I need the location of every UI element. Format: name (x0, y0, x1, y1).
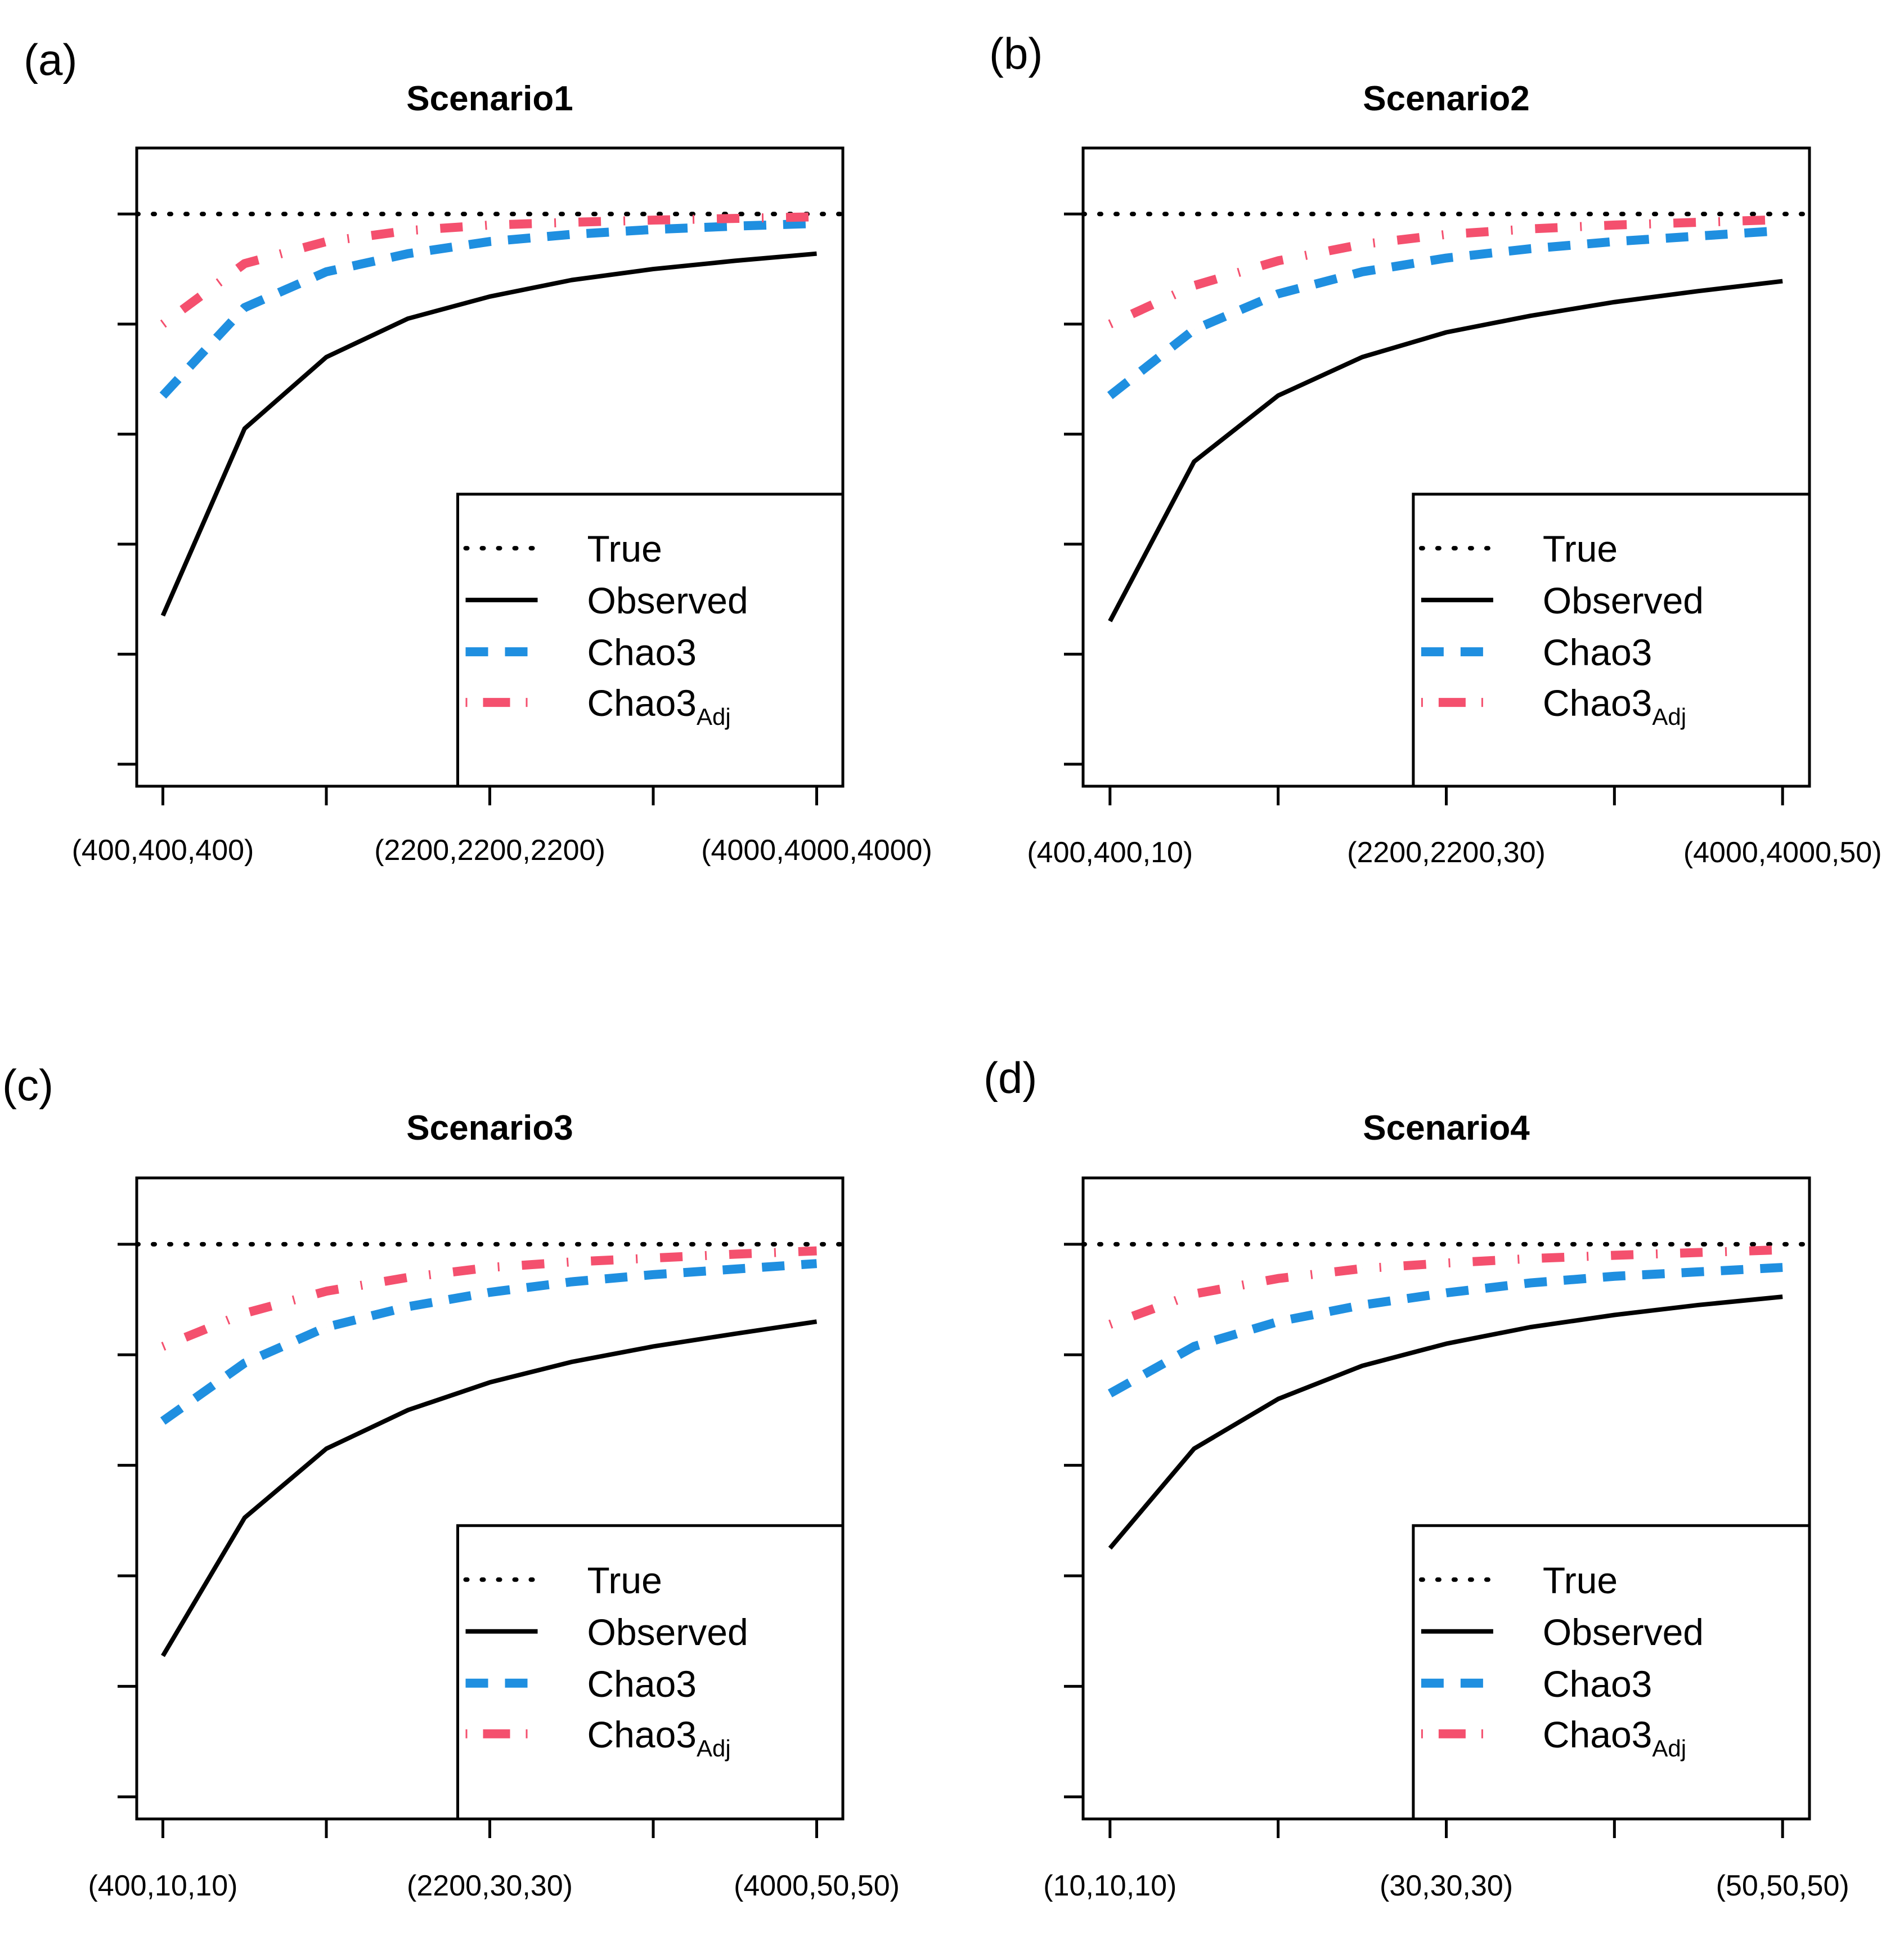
legend-chao3adj-base: Chao3 (587, 682, 697, 724)
chart-panel-2: (b) Scenario2 (400,400,10) (2200,2200,30) (4… (989, 29, 1882, 869)
legend-true-label: True (587, 528, 662, 570)
legend-box (456, 492, 845, 788)
legend-box (1412, 492, 1811, 788)
series-observed-line (1108, 1294, 1783, 1550)
legend-chao3adj-label: Chao3Adj (1543, 682, 1686, 730)
legend-chao3adj-base: Chao3 (1543, 682, 1652, 724)
legend-chao3-label: Chao3 (587, 631, 697, 673)
legend-chao3adj-subscript: Adj (697, 703, 731, 730)
chart-title: Scenario4 (1363, 1109, 1530, 1148)
panel-label: (c) (2, 1060, 53, 1110)
x-tick-label: (2200,2200,2200) (374, 834, 605, 867)
legend-chao3adj-subscript: Adj (697, 1735, 731, 1762)
x-tick-label: (400,400,400) (72, 834, 254, 867)
legend-chao3adj-label: Chao3Adj (1543, 1714, 1686, 1762)
legend-chao3adj-base: Chao3 (1543, 1714, 1652, 1755)
x-tick-label: (2200,30,30) (407, 1870, 573, 1902)
panel-label: (a) (24, 35, 77, 84)
x-tick-label: (4000,50,50) (734, 1870, 900, 1902)
legend-box (456, 1524, 845, 1821)
legend-box (1412, 1524, 1811, 1821)
chart-panel-4: (d) Scenario4 (10,10,10) (30,30,30) (50,50,5… (984, 1053, 1849, 1902)
x-tick-label: (10,10,10) (1043, 1870, 1176, 1902)
legend-chao3-label: Chao3 (1543, 631, 1652, 673)
x-tick-label: (4000,4000,50) (1683, 836, 1882, 869)
chart-title: Scenario1 (406, 79, 573, 118)
legend-chao3-label: Chao3 (587, 1663, 697, 1705)
legend-true-label: True (1543, 528, 1618, 570)
legend-true-label: True (1543, 1559, 1618, 1601)
x-tick-label: (400,400,10) (1027, 836, 1193, 869)
series-chao3adj-line (1108, 1245, 1783, 1329)
x-tick-label: (2200,2200,30) (1347, 836, 1546, 869)
legend-observed-label: Observed (587, 1611, 748, 1653)
legend-chao3adj-subscript: Adj (1652, 703, 1686, 730)
legend-chao3adj-base: Chao3 (587, 1714, 697, 1755)
legend-chao3-label: Chao3 (1543, 1663, 1652, 1705)
legend-chao3adj-subscript: Adj (1652, 1735, 1686, 1762)
chart-panel-1: (a) Scenario1 (400,400,400) (2200,2200,2200… (24, 35, 932, 867)
legend-observed-label: Observed (587, 580, 748, 621)
x-tick-label: (50,50,50) (1716, 1870, 1849, 1902)
x-tick-label: (400,10,10) (88, 1870, 237, 1902)
series-chao3adj-line (161, 1246, 817, 1351)
legend-true-label: True (587, 1559, 662, 1601)
x-tick-label: (4000,4000,4000) (701, 834, 932, 867)
series-chao3-line (159, 218, 817, 399)
x-tick-label: (30,30,30) (1380, 1870, 1513, 1902)
legend-chao3adj-label: Chao3Adj (587, 682, 731, 730)
legend-chao3adj-label: Chao3Adj (587, 1714, 731, 1762)
panel-label: (d) (984, 1053, 1037, 1103)
chart-title: Scenario3 (406, 1109, 573, 1148)
series-chao3-line (1107, 226, 1783, 400)
series-chao3adj-line (160, 212, 817, 328)
chart-title: Scenario2 (1363, 79, 1529, 118)
chart-panel-3: (c) Scenario3 (400,10,10) (2200,30,30) (4000… (2, 1060, 900, 1902)
series-chao3-line (160, 1259, 818, 1425)
legend-observed-label: Observed (1543, 1611, 1704, 1653)
panel-label: (b) (989, 29, 1043, 78)
legend-observed-label: Observed (1543, 580, 1704, 621)
